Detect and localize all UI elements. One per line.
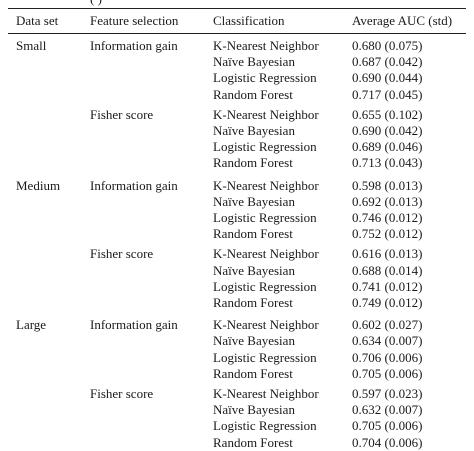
feature-selection-cell: Fisher score — [90, 246, 154, 262]
header-feature-selection: Feature selection — [90, 13, 179, 28]
classification-cell: K-Nearest Neighbor — [213, 386, 319, 401]
classification-cell: K-Nearest Neighbor — [213, 177, 319, 193]
classification-cell: Logistic Regression — [213, 349, 317, 365]
auc-cell: 0.689 (0.046) — [352, 139, 423, 155]
header-classification: Classification — [213, 13, 285, 28]
feature-selection-cell: Fisher score — [90, 106, 154, 122]
auc-cell: 0.752 (0.012) — [352, 226, 423, 242]
auc-cell: 0.602 (0.027) — [352, 317, 423, 333]
auc-cell: 0.705 (0.006) — [352, 418, 423, 434]
classification-cell: Random Forest — [213, 434, 293, 450]
table-header-rule — [8, 33, 466, 34]
auc-cell: 0.688 (0.014) — [352, 262, 423, 278]
auc-cell: 0.598 (0.013) — [352, 177, 423, 193]
classification-cell: Naïve Bayesian — [213, 193, 295, 209]
feature-selection-cell: Information gain — [90, 177, 178, 193]
auc-cell: 0.713 (0.043) — [352, 155, 423, 171]
auc-cell: 0.634 (0.007) — [352, 333, 423, 349]
classification-cell: Logistic Regression — [213, 70, 317, 86]
auc-cell: 0.705 (0.006) — [352, 365, 423, 381]
classification-cell: Naïve Bayesian — [213, 262, 295, 278]
auc-cell: 0.597 (0.023) — [352, 386, 423, 401]
classification-cell: Random Forest — [213, 155, 293, 171]
table-top-rule — [8, 8, 466, 9]
auc-cell: 0.655 (0.102) — [352, 106, 423, 122]
classification-cell: K-Nearest Neighbor — [213, 38, 319, 53]
classification-cell: Logistic Regression — [213, 139, 317, 155]
classification-cell: K-Nearest Neighbor — [213, 246, 319, 262]
classification-cell: Logistic Regression — [213, 418, 317, 434]
classification-cell: K-Nearest Neighbor — [213, 317, 319, 333]
auc-cell: 0.749 (0.012) — [352, 295, 423, 310]
classification-cell: Random Forest — [213, 86, 293, 102]
auc-cell: 0.690 (0.044) — [352, 70, 423, 86]
classification-cell: Logistic Regression — [213, 210, 317, 225]
auc-cell: 0.741 (0.012) — [352, 278, 423, 294]
auc-cell: 0.717 (0.045) — [352, 86, 423, 102]
classification-cell: Logistic Regression — [213, 278, 317, 294]
caption-fragment: ( ) — [0, 0, 474, 8]
classification-cell: Random Forest — [213, 226, 293, 242]
auc-cell: 0.687 (0.042) — [352, 54, 423, 70]
classification-cell: Naïve Bayesian — [213, 54, 295, 70]
auc-cell: 0.692 (0.013) — [352, 193, 423, 209]
classification-cell: Naïve Bayesian — [213, 123, 295, 138]
dataset-cell: Medium — [16, 177, 61, 193]
auc-cell: 0.704 (0.006) — [352, 434, 423, 450]
classification-cell: Naïve Bayesian — [213, 333, 295, 349]
auc-cell: 0.616 (0.013) — [352, 246, 423, 262]
caption-text: ( ) — [90, 0, 102, 7]
auc-cell: 0.680 (0.075) — [352, 38, 423, 53]
auc-cell: 0.690 (0.042) — [352, 123, 423, 138]
auc-cell: 0.746 (0.012) — [352, 210, 423, 225]
dataset-cell: Small — [16, 38, 47, 53]
auc-cell: 0.632 (0.007) — [352, 402, 423, 418]
classification-cell: K-Nearest Neighbor — [213, 106, 319, 122]
feature-selection-cell: Information gain — [90, 38, 178, 53]
auc-cell: 0.706 (0.006) — [352, 349, 423, 365]
dataset-cell: Large — [16, 317, 47, 333]
classification-cell: Random Forest — [213, 365, 293, 381]
classification-cell: Naïve Bayesian — [213, 402, 295, 418]
header-dataset: Data set — [16, 13, 59, 28]
feature-selection-cell: Fisher score — [90, 386, 154, 401]
feature-selection-cell: Information gain — [90, 317, 178, 333]
header-auc: Average AUC (std) — [352, 13, 453, 28]
classification-cell: Random Forest — [213, 295, 293, 310]
